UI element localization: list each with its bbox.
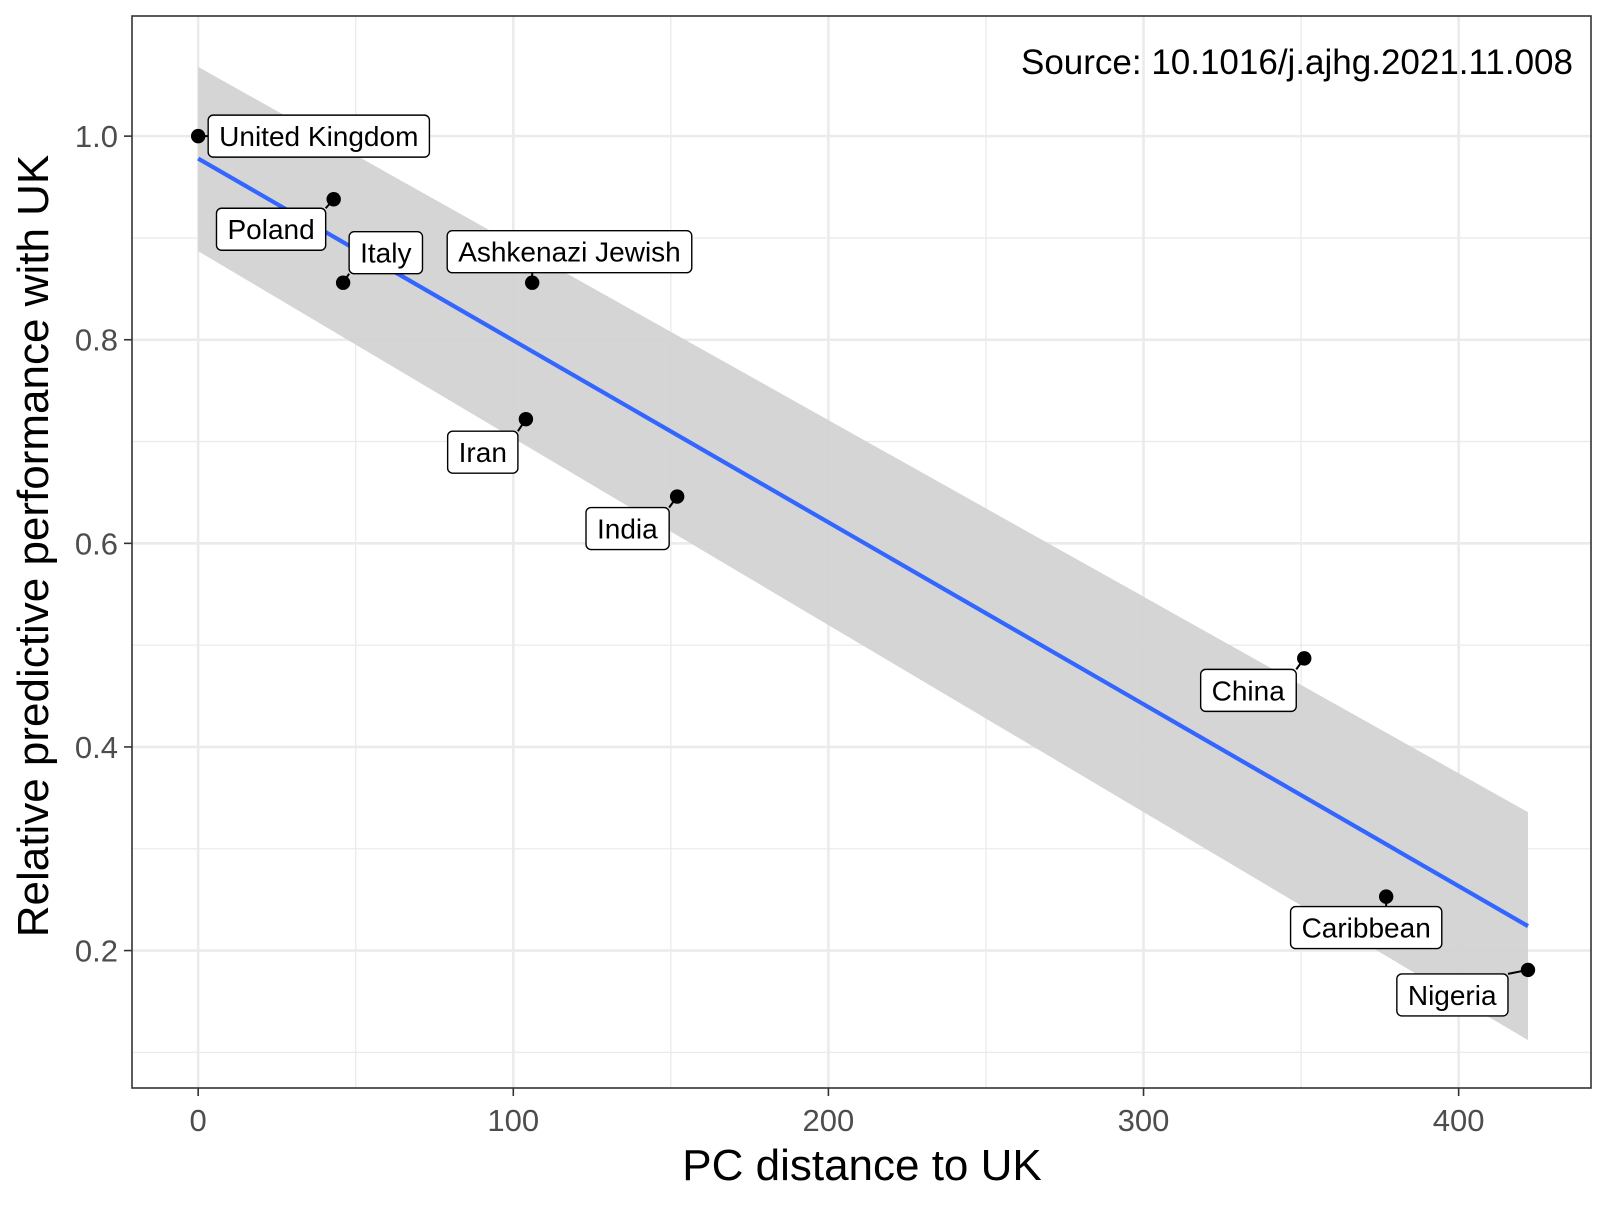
- label-group-iran: Iran: [446, 418, 527, 474]
- label-group-caribbean: Caribbean: [1289, 896, 1443, 950]
- x-tick-label: 0: [190, 1103, 207, 1138]
- point-label-china: China: [1212, 675, 1286, 706]
- y-axis-title: Relative predictive performance with UK: [9, 155, 58, 938]
- label-group-italy: Italy: [342, 231, 424, 284]
- y-tick-label: 0.4: [75, 730, 118, 765]
- x-axis-title: PC distance to UK: [682, 1141, 1042, 1190]
- data-point-iran: [518, 411, 534, 427]
- leader-line-india: [668, 495, 678, 509]
- point-label-india: India: [597, 514, 658, 545]
- confidence-band-layer: [198, 66, 1528, 1041]
- data-point-india: [669, 489, 685, 504]
- y-tick-label: 0.8: [75, 323, 118, 358]
- label-box-italy: [348, 231, 424, 275]
- label-group-china: China: [1199, 657, 1306, 713]
- point-label-iran: Iran: [459, 437, 507, 468]
- label-group-india: India: [585, 495, 678, 551]
- plot-panel-border: [131, 15, 1592, 1089]
- label-group-ashkenazi-jewish: Ashkenazi Jewish: [446, 230, 693, 283]
- x-tick-label: 200: [803, 1103, 855, 1138]
- point-label-ashkenazi-jewish: Ashkenazi Jewish: [458, 237, 681, 268]
- leader-line-china: [1295, 657, 1306, 670]
- label-box-nigeria: [1396, 973, 1509, 1017]
- label-group-nigeria: Nigeria: [1396, 968, 1529, 1017]
- label-group-poland: Poland: [215, 198, 335, 251]
- label-box-india: [585, 506, 670, 551]
- regression-line: [197, 156, 1530, 928]
- y-tick-label: 0.6: [75, 526, 118, 561]
- x-tick-label: 100: [487, 1103, 539, 1138]
- point-label-united-kingdom: United Kingdom: [219, 121, 418, 152]
- point-label-poland: Poland: [227, 214, 314, 245]
- leader-line-iran: [517, 418, 527, 432]
- point-label-nigeria: Nigeria: [1408, 980, 1497, 1011]
- x-tick-label: 400: [1433, 1103, 1485, 1138]
- point-label-layer: United Kingdom Poland Italy Ashkenazi Jewis…: [198, 114, 1529, 1017]
- point-label-caribbean: Caribbean: [1302, 913, 1431, 944]
- y-tick-label: 1.0: [75, 119, 118, 154]
- label-group-united-kingdom: United Kingdom: [198, 114, 431, 158]
- confidence-band: [198, 66, 1528, 1041]
- label-box-china: [1199, 668, 1297, 713]
- label-box-caribbean: [1289, 905, 1443, 950]
- label-box-poland: [215, 207, 327, 251]
- axis-tick-layer: 0 100 200 300 400 0.2 0.4 0.6 0.8 1.0: [75, 119, 1485, 1138]
- data-point-nigeria: [1520, 962, 1536, 978]
- source-annotation: Source: 10.1016/j.ajhg.2021.11.008: [1021, 43, 1573, 82]
- y-tick-label: 0.2: [75, 934, 118, 969]
- leader-line-italy: [342, 273, 350, 284]
- leader-line-poland: [324, 198, 335, 209]
- leader-line-nigeria: [1507, 968, 1529, 975]
- x-tick-label: 300: [1118, 1103, 1170, 1138]
- label-box-iran: [446, 430, 519, 474]
- label-box-ashkenazi-jewish: [446, 230, 693, 274]
- regression-line-layer: [197, 156, 1530, 928]
- point-label-italy: Italy: [360, 238, 411, 269]
